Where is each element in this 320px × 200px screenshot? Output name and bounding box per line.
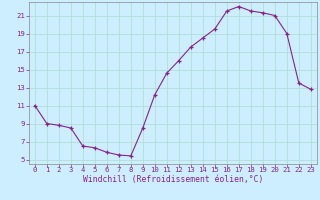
X-axis label: Windchill (Refroidissement éolien,°C): Windchill (Refroidissement éolien,°C) [83,175,263,184]
